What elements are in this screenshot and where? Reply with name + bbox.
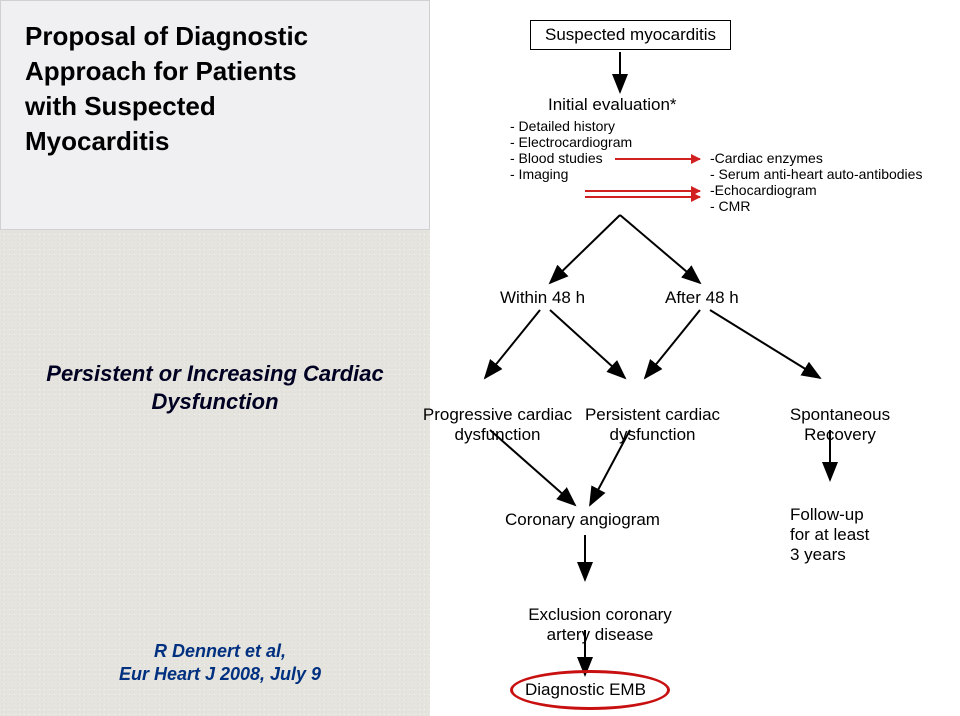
eval-blood: - Blood studies [510, 150, 632, 166]
eval-left-col: - Detailed history - Electrocardiogram -… [510, 118, 632, 182]
node-after48: After 48 h [665, 288, 739, 308]
node-suspected-label: Suspected myocarditis [545, 25, 716, 44]
within48-label: Within 48 h [500, 288, 585, 307]
title-line1: Proposal of Diagnostic [25, 21, 308, 51]
flowchart: Suspected myocarditis Initial evaluation… [430, 0, 960, 716]
after48-label: After 48 h [665, 288, 739, 307]
persist-line1: Persistent or Increasing Cardiac [46, 361, 383, 386]
node-initial-eval: Initial evaluation* [548, 95, 677, 115]
node-within48: Within 48 h [500, 288, 585, 308]
spontaneous-label: Spontaneous Recovery [790, 405, 890, 444]
eval-history: - Detailed history [510, 118, 632, 134]
eval-right-col: -Cardiac enzymes - Serum anti-heart auto… [710, 150, 922, 214]
persist-text: Persistent or Increasing Cardiac Dysfunc… [20, 360, 410, 415]
emb-highlight-ring-icon [510, 670, 670, 710]
citation: R Dennert et al, Eur Heart J 2008, July … [60, 640, 380, 685]
node-angiogram: Coronary angiogram [505, 510, 660, 530]
node-suspected: Suspected myocarditis [530, 20, 731, 50]
title-text: Proposal of Diagnostic Approach for Pati… [25, 19, 405, 159]
node-progressive: Progressive cardiac dysfunction [415, 385, 580, 445]
title-line2: Approach for Patients [25, 56, 297, 86]
red-arrow-icon [585, 190, 700, 192]
title-box: Proposal of Diagnostic Approach for Pati… [0, 0, 430, 230]
eval-ecg: - Electrocardiogram [510, 134, 632, 150]
exclusion-label: Exclusion coronary artery disease [528, 605, 672, 644]
citation-line1: R Dennert et al, [154, 641, 286, 661]
persist-line2: Dysfunction [151, 389, 278, 414]
node-exclusion: Exclusion coronary artery disease [510, 585, 690, 645]
title-line4: Myocarditis [25, 126, 170, 156]
initial-eval-label: Initial evaluation* [548, 95, 677, 114]
followup-label: Follow-up for at least 3 years [790, 505, 869, 564]
red-arrow-icon [615, 158, 700, 160]
citation-line2: Eur Heart J 2008, July 9 [119, 664, 321, 684]
persistent-label: Persistent cardiac dysfunction [585, 405, 720, 444]
eval-imaging: - Imaging [510, 166, 632, 182]
angiogram-label: Coronary angiogram [505, 510, 660, 529]
title-line3: with Suspected [25, 91, 216, 121]
red-arrow-icon [585, 196, 700, 198]
eval-autoab: - Serum anti-heart auto-antibodies [710, 166, 922, 182]
node-spontaneous: Spontaneous Recovery [765, 385, 915, 445]
progressive-label: Progressive cardiac dysfunction [423, 405, 572, 444]
eval-enzymes: -Cardiac enzymes [710, 150, 922, 166]
node-followup: Follow-up for at least 3 years [790, 485, 910, 565]
eval-cmr: - CMR [710, 198, 922, 214]
node-persistent: Persistent cardiac dysfunction [570, 385, 735, 445]
left-panel: Proposal of Diagnostic Approach for Pati… [0, 0, 430, 716]
eval-echo: -Echocardiogram [710, 182, 922, 198]
